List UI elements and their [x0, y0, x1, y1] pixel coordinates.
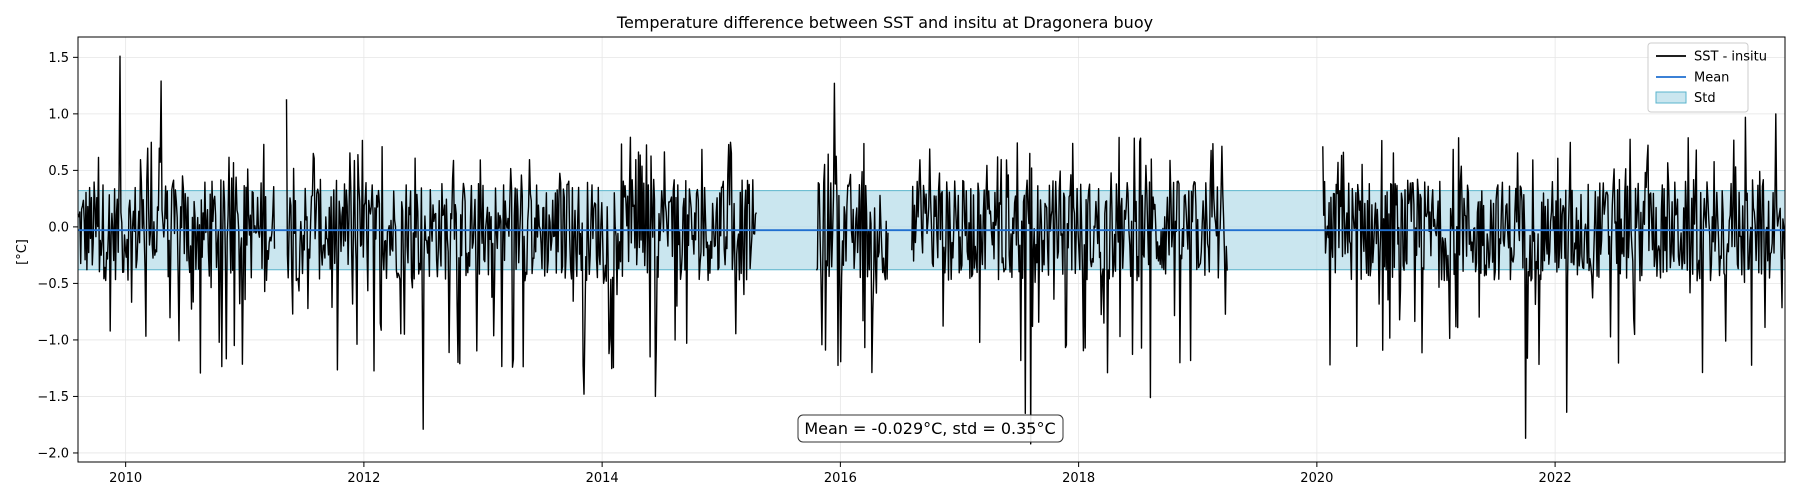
legend-label-mean: Mean — [1694, 71, 1729, 86]
annotation-box: Mean = -0.029°C, std = 0.35°C — [797, 414, 1064, 443]
y-tick-label: −1.5 — [37, 390, 69, 405]
y-tick-label: 0.5 — [48, 164, 69, 179]
legend-label-std: Std — [1694, 91, 1716, 106]
plot-frame — [77, 36, 1786, 463]
series-line-sst-insitu — [911, 136, 1228, 445]
legend-swatch-std — [1655, 91, 1687, 104]
x-tick-label: 2016 — [824, 471, 857, 486]
chart-title: Temperature difference between SST and i… — [616, 13, 1153, 32]
series-line-sst-insitu — [1322, 113, 1786, 439]
y-axis-label: [°C] — [15, 239, 30, 265]
annotation-text: Mean = -0.029°C, std = 0.35°C — [804, 419, 1055, 438]
series-line-sst-insitu — [285, 99, 758, 430]
x-tick-label: 2012 — [347, 471, 380, 486]
x-tick-label: 2022 — [1539, 471, 1572, 486]
y-tick-label: 1.0 — [48, 107, 69, 122]
annotation-frame — [797, 414, 1064, 443]
x-tick-label: 2014 — [586, 471, 619, 486]
series-line-sst-insitu — [77, 55, 276, 374]
y-tick-label: −1.0 — [37, 333, 69, 348]
x-tick-label: 2020 — [1300, 471, 1333, 486]
ticks: 2010 2012 2014 2016 2018 2020 2022 1.5 1.0 0.5 0.0… — [37, 51, 1571, 486]
series-line-sst-insitu — [815, 82, 889, 374]
legend: SST - insitu Mean Std — [1647, 42, 1767, 113]
y-tick-label: 1.5 — [48, 51, 69, 66]
series-group — [77, 55, 1786, 445]
y-tick-label: 0.0 — [48, 220, 69, 235]
y-tick-label: −0.5 — [37, 277, 69, 292]
legend-label-series: SST - insitu — [1694, 50, 1767, 65]
y-tick-label: −2.0 — [37, 446, 69, 461]
x-tick-label: 2010 — [109, 471, 142, 486]
x-tick-label: 2018 — [1062, 471, 1095, 486]
axes — [77, 36, 1786, 463]
